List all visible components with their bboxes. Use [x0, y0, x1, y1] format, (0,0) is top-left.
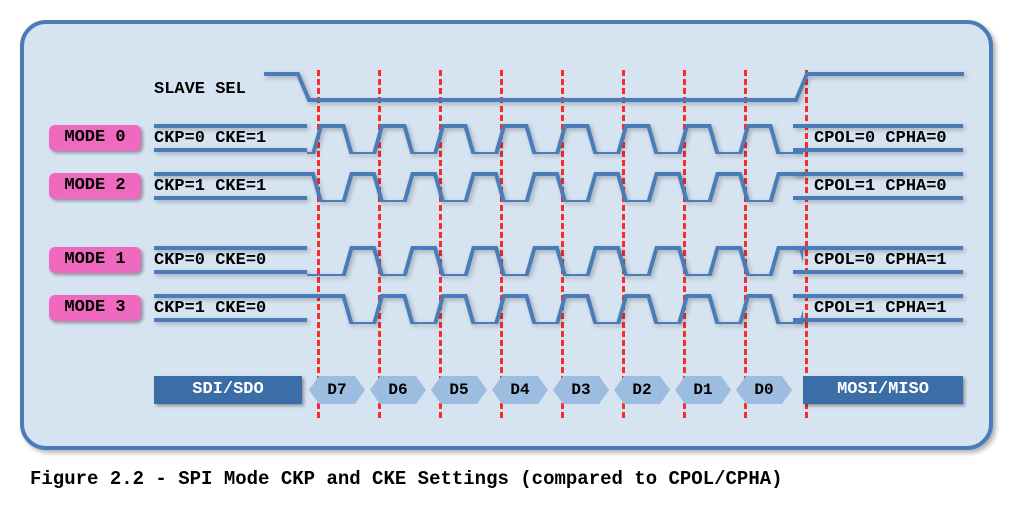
clock-waveform-mode1 — [307, 244, 803, 276]
clock-waveform-mode3 — [307, 292, 803, 324]
data-bit-cell: D0 — [736, 376, 792, 404]
idle-lines-right — [793, 294, 963, 322]
mosi-miso-label: MOSI/MISO — [803, 376, 963, 404]
data-bit-cell: D3 — [553, 376, 609, 404]
data-bit-cell: D7 — [309, 376, 365, 404]
data-bit-cell: D2 — [614, 376, 670, 404]
data-bit-cell: D1 — [675, 376, 731, 404]
data-bit-cell: D4 — [492, 376, 548, 404]
mode-badge: MODE 2 — [49, 173, 141, 199]
diagram-panel: SLAVE SEL MODE 0 CKP=0 CKE=1 CPOL=0 CPHA… — [20, 20, 993, 450]
clock-waveform-mode0 — [307, 122, 803, 154]
idle-lines-right — [793, 124, 963, 152]
idle-lines-right — [793, 246, 963, 274]
sdi-sdo-label: SDI/SDO — [154, 376, 302, 404]
guide-line — [805, 70, 808, 418]
idle-lines-left — [154, 294, 307, 322]
data-bit-cell: D6 — [370, 376, 426, 404]
idle-lines-left — [154, 124, 307, 152]
mode-badge: MODE 3 — [49, 295, 141, 321]
mode-badge: MODE 1 — [49, 247, 141, 273]
clock-waveform-mode2 — [307, 170, 803, 202]
figure-caption: Figure 2.2 - SPI Mode CKP and CKE Settin… — [20, 468, 993, 490]
idle-lines-left — [154, 172, 307, 200]
slave-sel-waveform — [154, 70, 964, 104]
mode-badge: MODE 0 — [49, 125, 141, 151]
idle-lines-right — [793, 172, 963, 200]
data-bit-cell: D5 — [431, 376, 487, 404]
idle-lines-left — [154, 246, 307, 274]
